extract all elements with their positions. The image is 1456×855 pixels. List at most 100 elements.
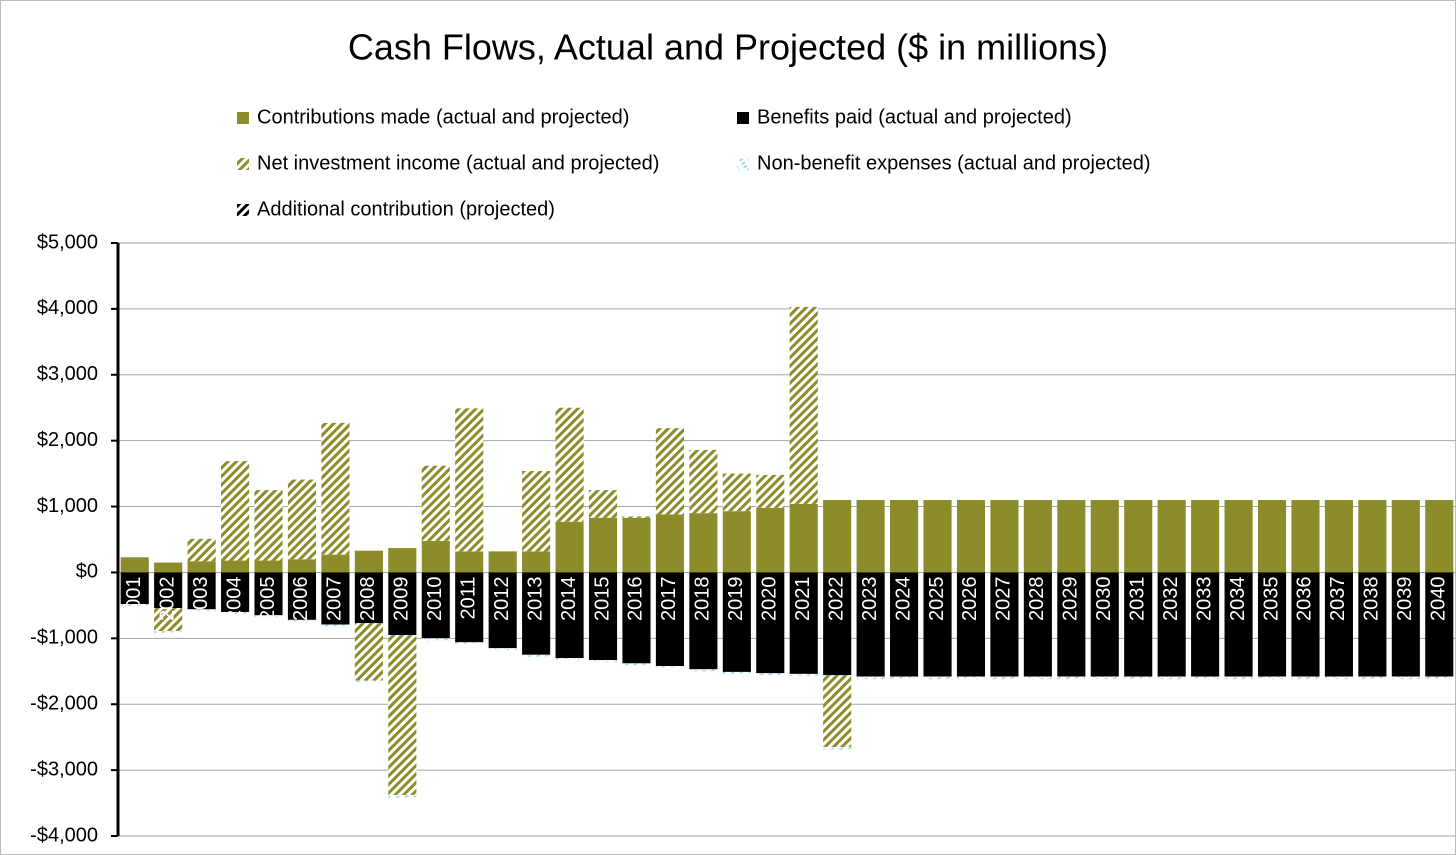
bar-segment: [689, 572, 718, 670]
bar-segment: [388, 795, 417, 798]
y-tick-label: $4,000: [37, 297, 98, 319]
bar-segment: [1391, 676, 1420, 680]
bar-segment: [287, 559, 317, 573]
x-tick-label: 2029: [1060, 576, 1082, 621]
bar-segment: [421, 572, 450, 639]
x-tick-label: 2023: [859, 576, 881, 621]
bar-segment: [722, 572, 751, 672]
x-tick-label: 2018: [692, 576, 714, 621]
bar-segment: [856, 676, 885, 680]
bar-segment: [789, 503, 818, 573]
bar-segment: [1358, 499, 1387, 573]
bar-segment: [1324, 499, 1353, 573]
bar-segment: [856, 499, 885, 573]
x-tick-label: 2008: [357, 576, 379, 621]
bar-segment: [990, 572, 1019, 677]
bar-segment: [221, 560, 250, 573]
bar-segment: [455, 551, 484, 573]
bar-segment: [1090, 572, 1119, 677]
bar-segment: [187, 561, 216, 573]
bar-segment: [588, 517, 618, 573]
x-tick-label: 2003: [190, 576, 212, 621]
x-tick-label: 2033: [1193, 576, 1215, 621]
bar-segment: [287, 479, 317, 560]
bar-segment: [1291, 572, 1320, 677]
x-tick-label: 2005: [257, 576, 279, 621]
bar-segment: [722, 473, 751, 512]
y-tick-label: -$3,000: [30, 758, 98, 780]
bar-segment: [1224, 499, 1253, 573]
bar-segment: [354, 572, 383, 624]
bar-segment: [154, 572, 183, 609]
x-tick-label: 2036: [1294, 576, 1316, 621]
bar-segment: [1425, 676, 1454, 680]
bar-segment: [388, 635, 417, 796]
x-tick-label: 2022: [825, 576, 847, 621]
y-tick-label: -$4,000: [30, 824, 98, 846]
bar-segment: [956, 499, 986, 573]
bar-segment: [555, 572, 584, 659]
bar-segment: [823, 675, 852, 748]
bar-segment: [321, 422, 350, 555]
bar-segment: [1257, 676, 1287, 680]
bar-segment: [923, 499, 952, 573]
x-tick-label: 2034: [1227, 576, 1249, 621]
bar-segment: [555, 658, 584, 661]
bar-segment: [622, 516, 651, 518]
x-tick-label: 2025: [926, 576, 948, 621]
bar-segment: [1124, 572, 1153, 677]
bar-segment: [1257, 499, 1287, 573]
bar-segment: [120, 557, 149, 573]
x-tick-label: 2040: [1428, 576, 1450, 621]
x-tick-label: 2032: [1160, 576, 1182, 621]
legend-swatch: [737, 158, 749, 170]
bar-segment: [522, 551, 551, 573]
x-tick-label: 2026: [959, 576, 981, 621]
x-tick-label: 2013: [524, 576, 546, 621]
bar-segment: [689, 449, 718, 514]
bar-segment: [588, 660, 618, 663]
bar-segment: [221, 461, 250, 561]
bar-segment: [823, 747, 852, 750]
x-tick-label: 2001: [123, 576, 145, 621]
bar-segment: [522, 572, 551, 655]
x-tick-label: 2012: [491, 576, 513, 621]
bar-segment: [588, 490, 618, 518]
bar-segment: [1090, 499, 1119, 573]
bar-segment: [1124, 676, 1153, 680]
bar-segment: [1224, 572, 1253, 677]
bar-segment: [254, 615, 283, 618]
bar-segment: [388, 548, 417, 573]
legend-swatch: [237, 204, 249, 216]
bar-segment: [321, 624, 350, 627]
bar-segment: [1324, 676, 1353, 680]
x-tick-label: 2021: [792, 576, 814, 621]
bar-segment: [722, 511, 751, 573]
bar-segment: [287, 572, 317, 620]
legend-label: Non-benefit expenses (actual and project…: [757, 152, 1151, 174]
bar-segment: [522, 654, 551, 657]
x-tick-label: 2015: [591, 576, 613, 621]
bar-segment: [388, 572, 417, 636]
bar-segment: [655, 572, 684, 667]
bar-segment: [1191, 499, 1220, 573]
bar-segment: [689, 669, 718, 672]
bar-segment: [956, 572, 986, 677]
bar-segment: [321, 554, 350, 573]
x-tick-label: 2024: [892, 576, 914, 621]
bar-segment: [1391, 572, 1420, 677]
bar-segment: [789, 306, 818, 504]
bar-segment: [756, 474, 785, 508]
bar-segment: [622, 572, 651, 664]
bar-segment: [354, 680, 383, 683]
bar-segment: [1057, 676, 1086, 680]
bar-segment: [421, 540, 450, 573]
bar-segment: [354, 623, 383, 681]
x-tick-label: 2016: [625, 576, 647, 621]
chart-title: Cash Flows, Actual and Projected ($ in m…: [348, 27, 1108, 68]
bar-segment: [154, 562, 183, 573]
legend-swatch: [737, 112, 749, 124]
bar-segment: [1324, 572, 1353, 677]
bar-segment: [1391, 499, 1420, 573]
bar-segment: [1257, 572, 1287, 677]
